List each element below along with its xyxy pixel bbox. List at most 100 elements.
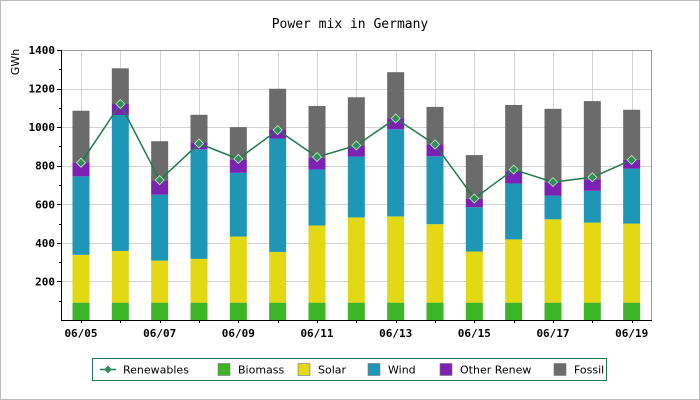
renewables-point	[469, 193, 480, 204]
bar-solar	[72, 254, 90, 303]
bar-wind	[229, 172, 247, 237]
bar-biomass	[465, 302, 483, 320]
bar-other-renew	[308, 157, 326, 170]
bar-other-renew	[72, 162, 90, 177]
bar-fossil	[544, 108, 562, 183]
bar-stack	[347, 97, 365, 320]
x-tick-label: 06/15	[458, 327, 491, 340]
bar-fossil	[583, 101, 601, 180]
y-axis-label: GWh	[9, 49, 22, 75]
legend: Renewables Biomass Solar Wind Other Renew Fos…	[92, 358, 607, 381]
bar-fossil	[623, 109, 641, 160]
legend-item-other-renew: Other Renew	[439, 363, 531, 377]
bar-biomass	[544, 302, 562, 320]
renewables-point	[193, 138, 205, 149]
y-tick-label: 1200	[29, 83, 56, 96]
y-tick-label: 400	[35, 237, 55, 250]
legend-swatch	[297, 363, 311, 376]
bar-solar	[308, 225, 326, 303]
bar-solar	[229, 236, 247, 303]
y-tick-label: 1400	[29, 44, 56, 57]
bar-wind	[387, 129, 405, 217]
legend-label: Biomass	[238, 364, 285, 377]
bar-stack	[583, 101, 601, 320]
renewables-point	[154, 175, 165, 186]
bar-wind	[426, 156, 444, 225]
renewables-point	[508, 164, 519, 175]
bar-fossil	[426, 106, 444, 145]
renewables-point	[311, 151, 323, 163]
bar-other-renew	[229, 159, 247, 173]
bar-solar	[505, 239, 523, 303]
bar-solar	[111, 250, 129, 303]
bar-stack	[72, 110, 90, 320]
bar-other-renew	[544, 182, 562, 196]
bar-biomass	[426, 302, 444, 320]
legend-label: Fossil	[574, 364, 604, 377]
bar-solar	[151, 260, 169, 303]
bar-other-renew	[583, 179, 601, 191]
legend-label: Renewables	[123, 364, 189, 377]
y-tick-label: 200	[35, 275, 55, 288]
bar-fossil	[72, 110, 90, 163]
axes: 200 400 600 800 1000 1200 1400 06/05 06/07 06/09 0…	[29, 44, 652, 340]
bar-fossil	[190, 114, 208, 143]
y-tick-label: 600	[35, 198, 55, 211]
bar-wind	[583, 190, 601, 223]
bar-wind	[308, 169, 326, 226]
y-tick-label: 1000	[29, 121, 56, 134]
x-tick-label: 06/05	[64, 327, 97, 340]
bar-solar	[426, 224, 444, 303]
bar-wind	[190, 149, 208, 259]
bar-biomass	[583, 302, 601, 320]
bar-fossil	[505, 104, 523, 172]
bar-stack	[229, 127, 247, 320]
legend-swatch-marker	[104, 365, 112, 374]
bar-other-renew	[347, 146, 365, 157]
bar-biomass	[151, 302, 169, 320]
bar-solar	[544, 219, 562, 303]
bar-stack	[465, 155, 483, 320]
x-tick-label: 06/17	[536, 327, 569, 340]
bar-fossil	[111, 68, 129, 104]
legend-label: Solar	[318, 364, 347, 377]
bar-biomass	[347, 302, 365, 320]
renewables-point	[115, 98, 126, 110]
bar-biomass	[229, 302, 247, 320]
bar-fossil	[229, 127, 247, 160]
bar-biomass	[308, 302, 326, 320]
renewables-point	[547, 177, 559, 188]
bar-stack	[544, 108, 562, 320]
x-tick-label: 06/07	[143, 327, 176, 340]
legend-swatch	[439, 363, 453, 376]
bar-solar	[347, 217, 365, 303]
x-tick-label: 06/11	[300, 327, 333, 340]
bar-biomass	[111, 302, 129, 320]
bar-stack	[623, 109, 641, 320]
legend-item-biomass: Biomass	[217, 363, 285, 377]
bar-wind	[151, 194, 169, 261]
bar-solar	[583, 222, 601, 303]
bar-stack	[151, 141, 169, 320]
bar-biomass	[190, 302, 208, 320]
renewables-point	[626, 154, 637, 165]
bar-other-renew	[505, 171, 523, 184]
bars	[72, 68, 641, 320]
renewables-point	[75, 157, 87, 168]
legend-label: Wind	[388, 364, 416, 377]
legend-item-renewables: Renewables	[100, 364, 189, 377]
bar-biomass	[269, 302, 287, 320]
bar-other-renew	[151, 180, 169, 195]
bar-fossil	[347, 97, 365, 147]
renewables-point	[587, 172, 598, 183]
bar-fossil	[465, 155, 483, 199]
bar-wind	[505, 183, 523, 240]
bar-solar	[190, 258, 208, 303]
bar-other-renew	[387, 118, 405, 130]
bar-solar	[465, 251, 483, 303]
legend-swatch	[553, 363, 567, 376]
y-tick-label: 800	[35, 160, 55, 173]
legend-item-fossil: Fossil	[553, 363, 604, 377]
bar-other-renew	[111, 104, 129, 115]
